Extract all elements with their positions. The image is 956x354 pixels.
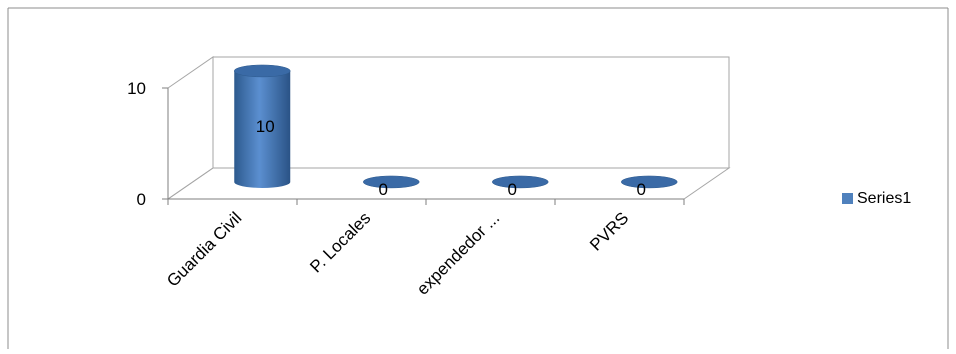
- bar: [234, 64, 291, 188]
- bar-body: [234, 70, 291, 188]
- series1-bars: [234, 64, 678, 189]
- data-label: 0: [508, 180, 517, 199]
- legend-label: Series1: [857, 190, 911, 207]
- y-axis-ticks: 0 10: [127, 79, 168, 209]
- bar-top: [363, 175, 420, 189]
- data-label: 0: [637, 180, 646, 199]
- data-labels: 10 0 0 0: [256, 117, 646, 199]
- legend-swatch: [842, 193, 853, 204]
- bar-top: [234, 64, 291, 78]
- y-tick-label: 10: [127, 79, 146, 98]
- bar-top: [621, 175, 678, 189]
- x-tick-label: Guardia Civil: [163, 208, 245, 290]
- x-tick-label: PVRS: [586, 208, 632, 254]
- bar: [621, 175, 678, 189]
- legend: Series1: [842, 190, 911, 207]
- bar: [492, 175, 549, 189]
- x-axis-labels: Guardia Civil P. Locales expendedor ... PVR…: [163, 208, 632, 298]
- x-axis: Guardia Civil P. Locales expendedor ... PVR…: [163, 198, 685, 299]
- bar-top: [492, 175, 549, 189]
- data-label: 10: [256, 117, 275, 136]
- data-label: 0: [379, 180, 388, 199]
- back-wall: [212, 56, 730, 169]
- side-wall: [167, 56, 214, 200]
- x-tick-label: P. Locales: [306, 208, 374, 276]
- x-tick-label: expendedor ...: [413, 208, 503, 298]
- y-tick-label: 0: [137, 190, 146, 209]
- x-axis-ticks: [167, 199, 685, 205]
- bar: [363, 175, 420, 189]
- y-axis: 0 10: [127, 79, 169, 209]
